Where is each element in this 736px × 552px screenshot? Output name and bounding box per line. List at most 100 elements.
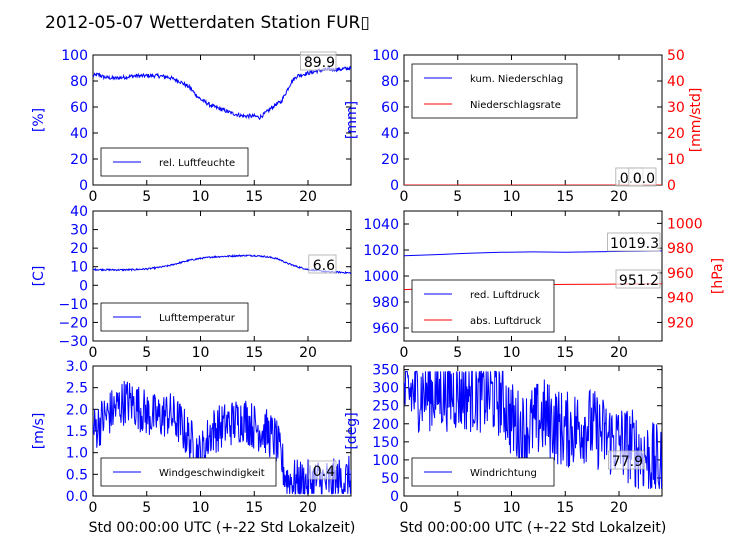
value-annotation-box — [308, 254, 337, 274]
y-tick-label: 1000 — [363, 269, 399, 285]
y-tick-label: 980 — [372, 295, 399, 311]
y-axis-label-right: [mm/std] — [688, 88, 704, 153]
legend: rel. Luftfeuchte — [100, 147, 249, 177]
y-tick-label: 80 — [70, 74, 88, 90]
y-tick-label: 80 — [381, 74, 399, 90]
x-tick-label: 10 — [192, 500, 210, 516]
chart-panel-3: 0 5 10 15 20 −30 −20 −10 0 10 20 30 40 [C] Lufttempera… — [31, 204, 352, 361]
value-annotation-box — [308, 460, 337, 480]
x-tick-label: 20 — [610, 189, 628, 205]
y-tick-label-right: 0 — [667, 178, 676, 194]
y-tick-label: 0.5 — [66, 467, 88, 483]
y-tick-label: 1.5 — [66, 424, 88, 440]
legend-label: kum. Niederschlag — [470, 74, 563, 85]
x-tick-label: 0 — [89, 500, 98, 516]
series-line-1 — [404, 250, 662, 257]
y-tick-label-right: 20 — [667, 126, 685, 142]
series-line-1 — [93, 66, 351, 121]
chart-panel-5: 0 5 10 15 20 0.0 0.5 1.0 1.5 2.0 2.5 3.0 [m/s] Windge… — [31, 359, 352, 516]
y-tick-label: 1.0 — [66, 446, 88, 462]
x-tick-label: 20 — [299, 500, 317, 516]
legend-box — [100, 302, 249, 332]
value-annotation-box — [607, 232, 661, 252]
y-tick-label: 20 — [381, 152, 399, 168]
x-tick-label: 20 — [299, 189, 317, 205]
value-annotation: 0.4 — [313, 464, 335, 480]
x-axis-label-left: Std 00:00:00 UTC (+-22 Std Lokalzeit) — [89, 520, 356, 536]
y-tick-label: −30 — [58, 334, 88, 350]
y-tick-label: 40 — [70, 204, 88, 220]
value-annotation: 1019.3 — [610, 236, 659, 252]
y-tick-label: 50 — [381, 471, 399, 487]
x-tick-label: 15 — [245, 500, 263, 516]
x-axis-label-right: Std 00:00:00 UTC (+-22 Std Lokalzeit) — [400, 520, 667, 536]
y-tick-label: 60 — [70, 100, 88, 116]
x-tick-label: 0 — [400, 345, 409, 361]
y-axis-label: [%] — [31, 108, 47, 132]
series-line-1 — [93, 380, 351, 495]
x-tick-label: 10 — [192, 189, 210, 205]
value-annotation-box — [615, 269, 661, 289]
x-tick-label: 15 — [245, 345, 263, 361]
x-tick-label: 0 — [89, 345, 98, 361]
y-axis-label: [mm] — [344, 101, 360, 139]
y-tick-label-right: 30 — [667, 100, 685, 116]
legend-label: Windrichtung — [470, 468, 537, 479]
x-tick-label: 5 — [453, 189, 462, 205]
legend-box — [411, 279, 555, 333]
y-tick-label: 250 — [372, 399, 399, 415]
y-tick-label: 40 — [381, 126, 399, 142]
y-tick-label: 20 — [70, 152, 88, 168]
x-tick-label: 5 — [142, 189, 151, 205]
y-tick-label-right: 40 — [667, 74, 685, 90]
y-tick-label: 150 — [372, 435, 399, 451]
legend-label: Niederschlagsrate — [470, 100, 561, 111]
x-tick-label: 0 — [89, 189, 98, 205]
y-tick-label: 100 — [61, 48, 88, 64]
legend: Windrichtung — [411, 457, 555, 487]
y-tick-label: 0.0 — [66, 489, 88, 505]
y-tick-label-right: 1000 — [667, 216, 703, 232]
y-tick-label-right: 960 — [667, 266, 694, 282]
y-tick-label: −10 — [58, 297, 88, 313]
x-tick-label: 5 — [142, 345, 151, 361]
x-tick-label: 10 — [503, 500, 521, 516]
legend: Windgeschwindigkeit — [100, 457, 277, 487]
y-tick-label: 1020 — [363, 243, 399, 259]
y-tick-label: 0 — [390, 178, 399, 194]
y-axis-label: [deg] — [344, 412, 360, 449]
x-tick-label: 15 — [556, 189, 574, 205]
y-tick-label: 100 — [372, 48, 399, 64]
legend-label: Windgeschwindigkeit — [159, 468, 265, 479]
y-tick-label-right: 980 — [667, 241, 694, 257]
value-annotation: 0.0 — [633, 171, 655, 187]
x-tick-label: 5 — [142, 500, 151, 516]
value-annotation: 89.9 — [304, 55, 335, 71]
series-line-1 — [93, 253, 351, 275]
x-tick-label: 20 — [610, 500, 628, 516]
x-tick-label: 10 — [503, 189, 521, 205]
y-tick-label: 60 — [381, 100, 399, 116]
series-line-1 — [404, 370, 662, 489]
x-tick-label: 10 — [503, 345, 521, 361]
value-annotation: 6.6 — [313, 258, 335, 274]
legend-label: rel. Luftfeuchte — [159, 158, 235, 169]
x-tick-label: 0 — [400, 189, 409, 205]
x-tick-label: 20 — [610, 345, 628, 361]
y-tick-label: 350 — [372, 363, 399, 379]
value-annotation: 951.2 — [619, 273, 659, 289]
y-tick-label-right: 50 — [667, 48, 685, 64]
y-tick-label: 1040 — [363, 217, 399, 233]
x-tick-label: 20 — [299, 345, 317, 361]
y-tick-label: 30 — [70, 223, 88, 239]
value-annotation-box — [628, 167, 657, 187]
y-tick-label: 10 — [70, 260, 88, 276]
figure-title: 2012-05-07 Wetterdaten Station FUR▯ — [45, 13, 370, 33]
y-tick-label: 0 — [79, 278, 88, 294]
y-tick-label: 40 — [70, 126, 88, 142]
legend: Lufttemperatur — [100, 302, 249, 332]
legend-label: red. Luftdruck — [470, 290, 540, 301]
x-tick-label: 5 — [453, 345, 462, 361]
y-tick-label: 2.5 — [66, 381, 88, 397]
